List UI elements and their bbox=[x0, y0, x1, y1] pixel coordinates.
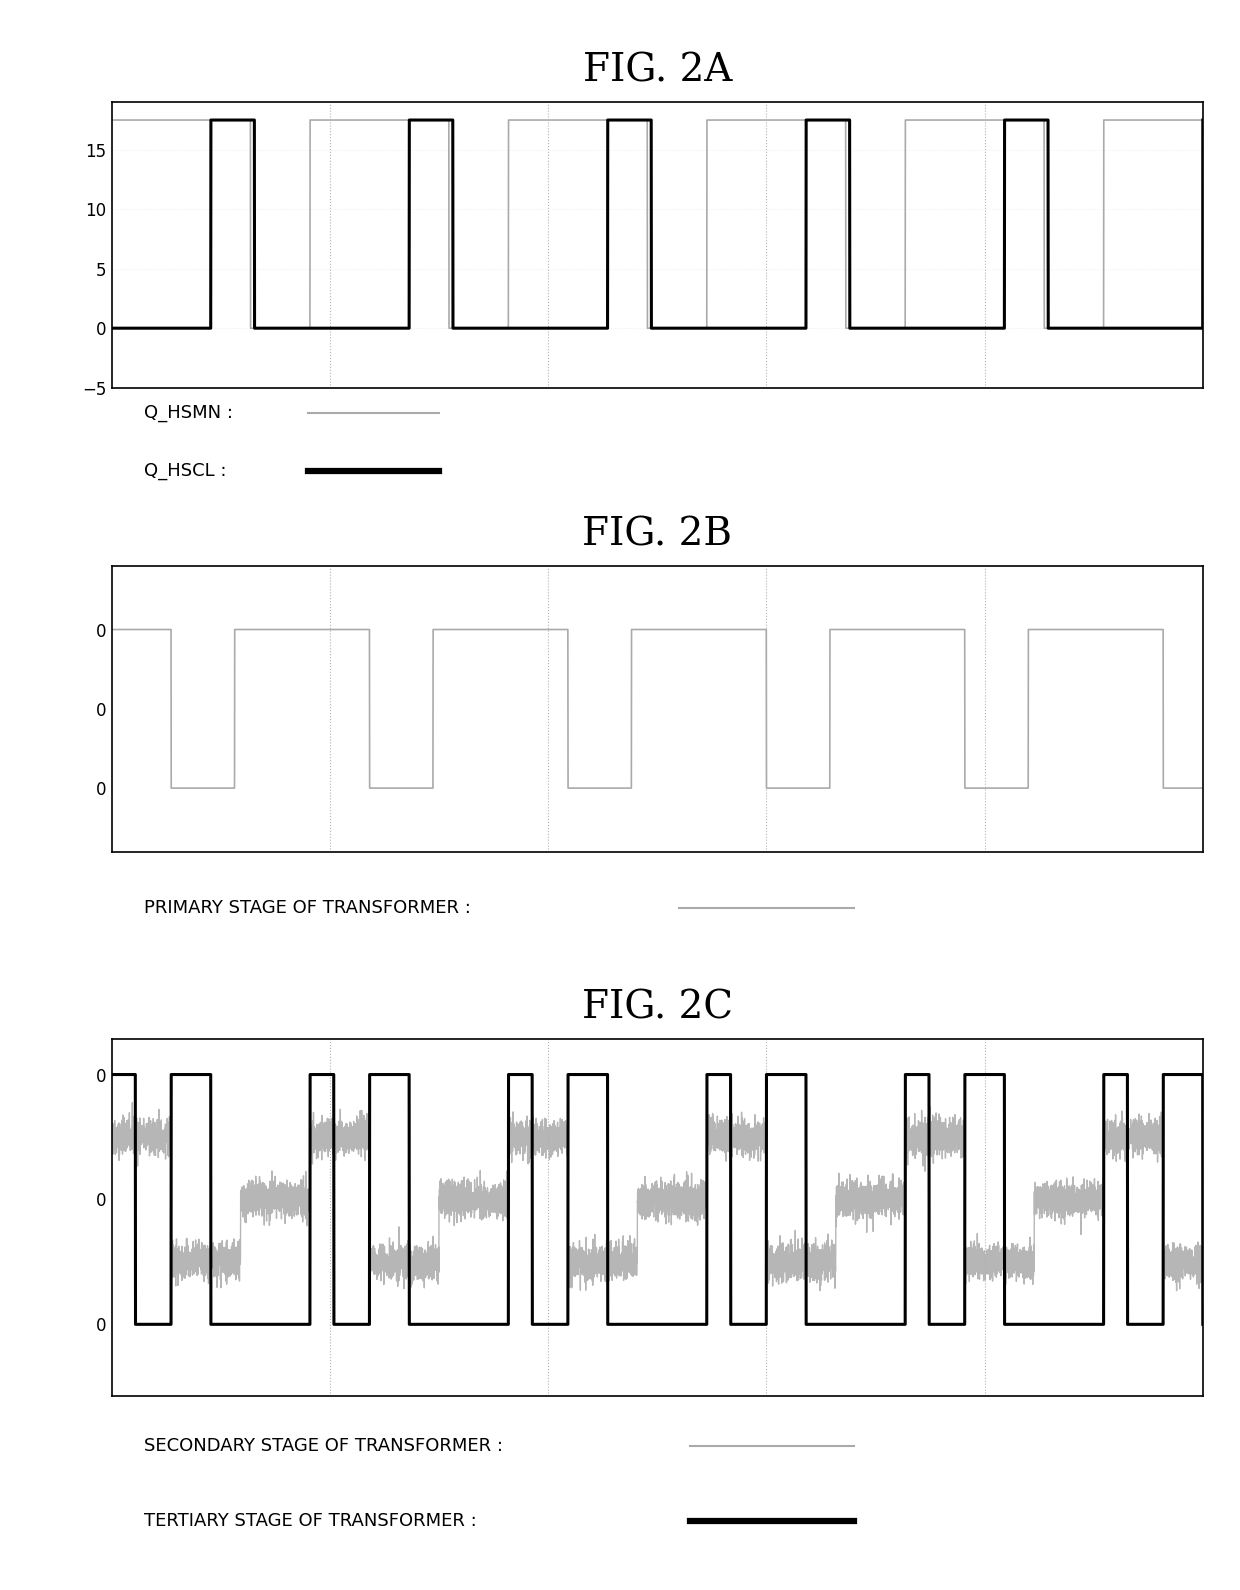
Text: FIG. 2C: FIG. 2C bbox=[582, 989, 733, 1026]
Text: SECONDARY STAGE OF TRANSFORMER :: SECONDARY STAGE OF TRANSFORMER : bbox=[144, 1437, 503, 1455]
Text: TERTIARY STAGE OF TRANSFORMER :: TERTIARY STAGE OF TRANSFORMER : bbox=[144, 1512, 477, 1530]
Text: FIG. 2B: FIG. 2B bbox=[583, 517, 732, 553]
Text: Q_HSMN :: Q_HSMN : bbox=[144, 404, 233, 423]
Text: FIG. 2A: FIG. 2A bbox=[583, 52, 732, 89]
Text: PRIMARY STAGE OF TRANSFORMER :: PRIMARY STAGE OF TRANSFORMER : bbox=[144, 898, 471, 917]
Text: Q_HSCL :: Q_HSCL : bbox=[144, 463, 227, 480]
